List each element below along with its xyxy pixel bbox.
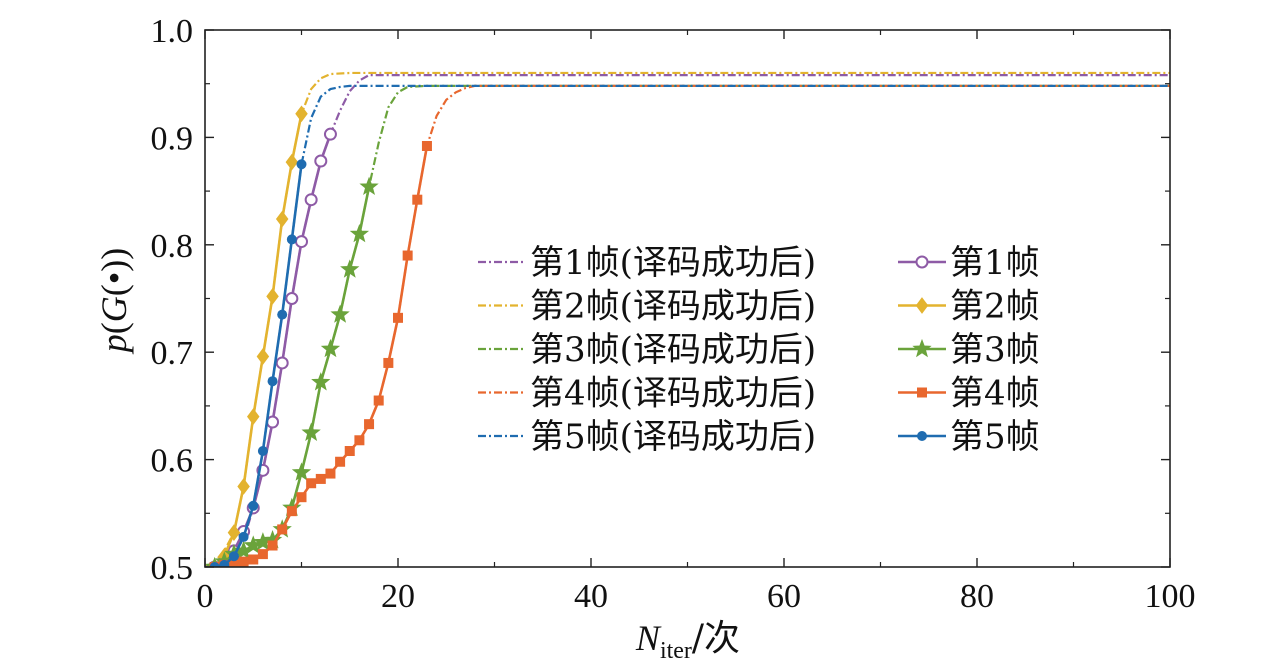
data-point [373, 395, 384, 406]
y-axis-title-p: p [94, 334, 134, 355]
data-point [306, 478, 317, 489]
data-point [238, 556, 249, 567]
legend-marker [915, 297, 929, 314]
data-point [291, 462, 312, 481]
data-point [267, 540, 278, 551]
series-9 [209, 140, 432, 567]
ticks-layer: 0 20 40 60 80 100 0.5 0.6 0.7 0.8 0.9 1.0 [151, 13, 1196, 615]
legend-label: 第5帧(译码成功后) [530, 417, 816, 457]
x-tick-label: 80 [960, 578, 994, 615]
data-point [330, 304, 350, 323]
series-line [214, 164, 303, 567]
y-axis-title-open: ( [94, 322, 134, 334]
x-tick-label: 100 [1145, 578, 1196, 615]
data-point [228, 558, 239, 567]
data-point [277, 524, 288, 535]
data-point [275, 356, 289, 370]
data-point [285, 292, 299, 305]
legend-label: 第3帧 [950, 330, 1040, 370]
x-axis-title-sub: iter [660, 638, 692, 664]
series-10 [209, 159, 307, 567]
data-point [247, 408, 260, 425]
legend-label: 第3帧(译码成功后) [530, 330, 816, 370]
data-point [340, 259, 360, 278]
data-point [301, 422, 321, 441]
legend-marker [912, 338, 932, 358]
data-point [296, 492, 307, 503]
data-point [354, 435, 365, 446]
legend-label: 第4帧 [950, 374, 1040, 414]
y-tick-label: 0.5 [151, 550, 194, 587]
data-point [421, 140, 432, 151]
data-point [364, 419, 375, 430]
data-point [311, 372, 331, 391]
x-tick-label: 40 [574, 578, 608, 615]
data-point [275, 210, 289, 228]
y-tick-label: 0.8 [151, 228, 194, 265]
y-tick-label: 1.0 [151, 13, 194, 50]
data-point [286, 234, 297, 245]
data-point [304, 193, 318, 207]
x-axis-title: Niter/次 [635, 618, 740, 664]
x-axis-title-main: N [635, 618, 662, 658]
data-point [359, 176, 379, 196]
legend-label: 第1帧 [950, 243, 1040, 283]
legend-label: 第2帧 [950, 287, 1040, 327]
legend-label: 第5帧 [950, 417, 1040, 457]
y-axis-title: p(G(•)) [94, 248, 134, 356]
data-point [295, 105, 308, 123]
data-point [228, 551, 239, 562]
series-6 [208, 127, 337, 567]
data-point [314, 154, 328, 168]
data-point [315, 473, 326, 484]
data-point [286, 506, 297, 517]
x-tick-label: 60 [767, 578, 801, 615]
data-point [349, 223, 370, 243]
series-line [213, 113, 303, 567]
legend-marker [917, 387, 927, 398]
legend-label: 第4帧(译码成功后) [530, 374, 816, 414]
y-axis-title-g: G [94, 296, 134, 322]
legend-marker [915, 255, 929, 269]
data-point [383, 357, 394, 368]
data-point [257, 549, 268, 560]
x-tick-label: 20 [381, 578, 415, 615]
data-point [267, 376, 278, 387]
x-tick-label: 0 [197, 578, 214, 615]
data-point [227, 524, 241, 541]
data-point [266, 288, 279, 305]
data-point [285, 153, 299, 171]
data-point [257, 446, 268, 457]
data-point [344, 446, 355, 457]
data-point [323, 127, 337, 141]
data-point [238, 531, 249, 542]
data-point [295, 235, 308, 249]
y-tick-label: 0.9 [151, 120, 194, 157]
y-tick-label: 0.7 [151, 335, 194, 372]
data-point [320, 338, 341, 358]
data-point [393, 312, 403, 323]
data-point [248, 500, 259, 511]
data-point [219, 559, 230, 567]
x-axis-title-suffix: /次 [692, 618, 740, 659]
data-point [296, 159, 307, 170]
series-layer [205, 71, 1170, 567]
data-point [335, 456, 346, 467]
data-point [248, 554, 259, 565]
legend: 第1帧(译码成功后)第2帧(译码成功后)第3帧(译码成功后)第4帧(译码成功后)… [478, 243, 1040, 457]
legend-marker [917, 431, 927, 441]
data-point [277, 309, 288, 320]
data-point [237, 478, 250, 495]
series-line [214, 145, 429, 567]
y-axis-title-close: (•)) [94, 248, 134, 297]
data-point [325, 468, 336, 479]
legend-label: 第2帧(译码成功后) [530, 287, 816, 327]
data-point [412, 194, 423, 205]
data-point [209, 562, 220, 567]
data-point [402, 250, 413, 261]
data-point [256, 348, 270, 365]
y-tick-label: 0.6 [151, 443, 194, 480]
legend-label: 第1帧(译码成功后) [530, 243, 816, 283]
